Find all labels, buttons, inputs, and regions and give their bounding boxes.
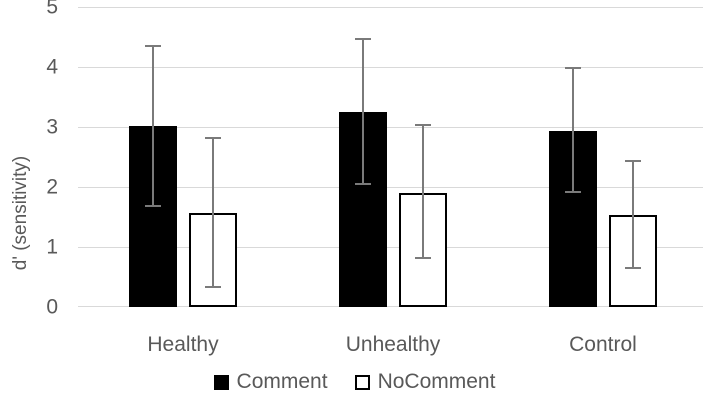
y-tick-label: 2 (46, 175, 58, 199)
error-bar (422, 125, 424, 258)
error-bar (145, 45, 161, 47)
error-bar (625, 160, 641, 163)
y-tick-label: 0 (46, 295, 58, 319)
error-bar (632, 161, 634, 268)
error-bar (212, 137, 214, 288)
error-bar (565, 67, 581, 70)
error-bar (415, 124, 431, 127)
error-bar (415, 256, 431, 259)
y-tick-label: 1 (46, 235, 58, 259)
gridline (78, 187, 703, 188)
legend: Comment NoComment (0, 370, 709, 394)
plot-area (78, 7, 703, 307)
gridline (78, 127, 703, 128)
error-bar (625, 267, 641, 269)
error-bar (362, 39, 364, 184)
gridline (78, 7, 703, 8)
gridline (78, 306, 703, 307)
y-tick-label: 4 (46, 55, 58, 79)
x-axis-label-healthy: Healthy (147, 333, 219, 356)
error-bar (152, 46, 154, 206)
legend-label-nocomment: NoComment (377, 370, 496, 393)
x-axis-label-unhealthy: Unhealthy (345, 333, 441, 356)
y-axis-tick-labels: 0 1 2 3 4 5 (26, 0, 58, 318)
comment-swatch-icon (213, 374, 229, 390)
error-bar (565, 190, 581, 193)
x-axis-label-control: Control (569, 333, 637, 356)
error-bar (355, 183, 371, 185)
legend-label-comment: Comment (236, 370, 328, 393)
error-bar (205, 136, 221, 139)
error-bar (572, 68, 574, 192)
y-tick-label: 3 (46, 115, 58, 139)
legend-item-comment: Comment (213, 370, 328, 394)
gridline (78, 247, 703, 248)
legend-item-nocomment: NoComment (354, 370, 496, 394)
error-bar (355, 38, 371, 41)
nocomment-swatch-icon (354, 374, 370, 390)
y-tick-label: 5 (46, 0, 58, 19)
error-bar (145, 204, 161, 207)
error-bar (205, 286, 221, 289)
gridline (78, 67, 703, 68)
